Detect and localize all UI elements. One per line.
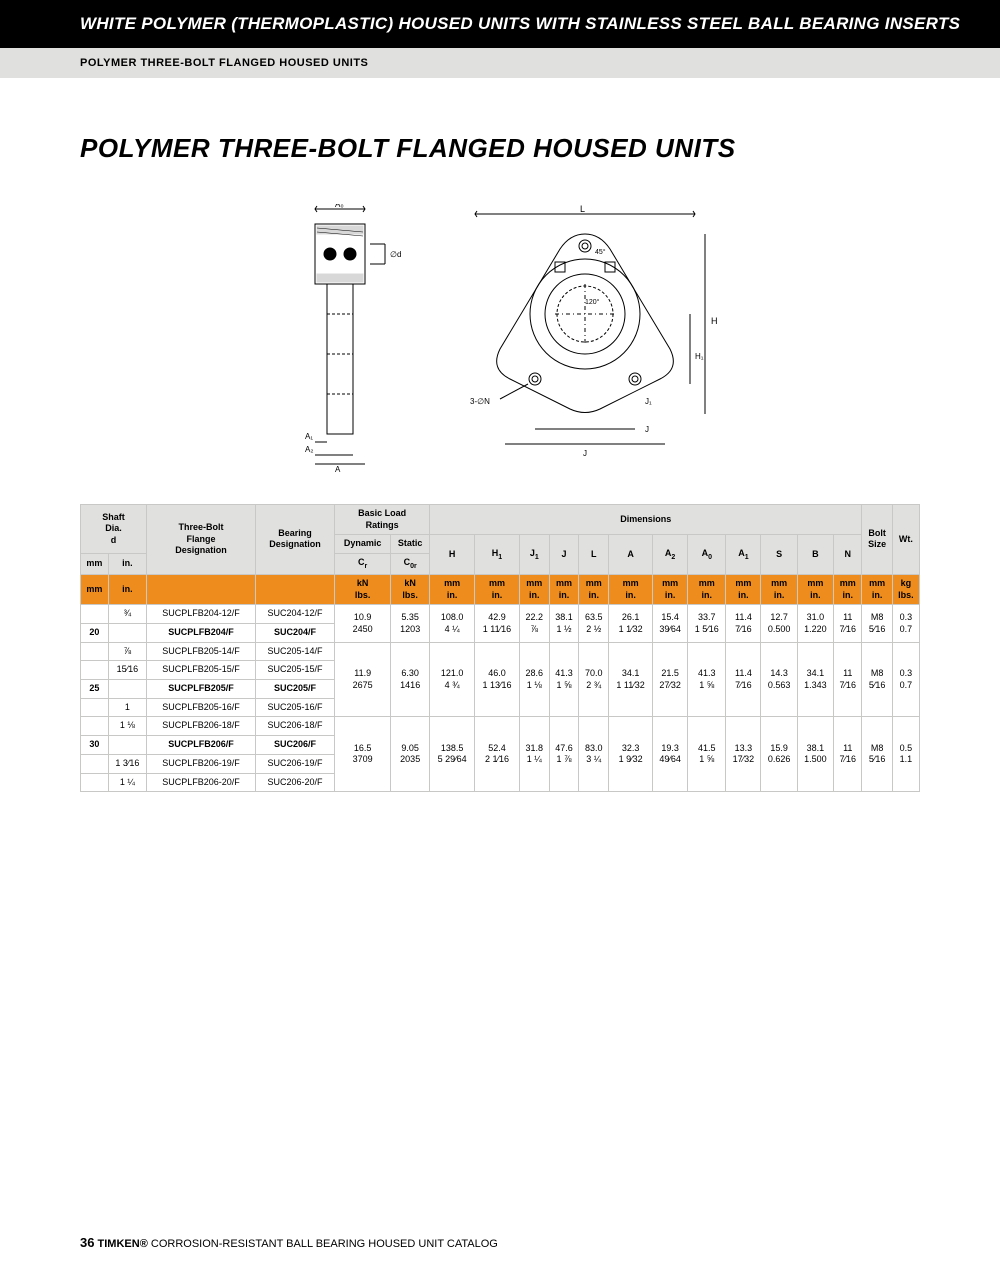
header-gray: POLYMER THREE-BOLT FLANGED HOUSED UNITS [0,48,1000,78]
svg-text:J₁: J₁ [645,397,652,406]
svg-text:∅d: ∅d [390,250,401,259]
svg-text:120°: 120° [585,298,600,306]
page-footer: 36 TIMKEN® CORROSION-RESISTANT BALL BEAR… [80,1235,498,1250]
svg-text:L: L [580,204,585,214]
svg-text:45°: 45° [595,248,606,256]
svg-text:A₀: A₀ [335,204,344,209]
page-title: POLYMER THREE-BOLT FLANGED HOUSED UNITS [0,78,1000,194]
svg-text:A: A [335,465,341,474]
technical-diagrams: A₀ ∅d A₁ A₂ A [0,194,1000,504]
header-black: WHITE POLYMER (THERMOPLASTIC) HOUSED UNI… [0,0,1000,48]
svg-text:3-∅N: 3-∅N [470,397,490,406]
diagram-face-view: L 45° 120° H H₁ 3-∅N [445,204,725,464]
svg-text:J: J [645,425,649,434]
data-table: ShaftDia.dThree-BoltFlangeDesignationBea… [0,504,1000,792]
diagram-side-view: A₀ ∅d A₁ A₂ A [275,204,405,474]
svg-text:H: H [711,316,718,326]
svg-text:H₁: H₁ [695,352,704,361]
svg-text:J: J [583,449,587,458]
svg-text:A₂: A₂ [305,445,313,454]
svg-text:A₁: A₁ [305,432,313,441]
